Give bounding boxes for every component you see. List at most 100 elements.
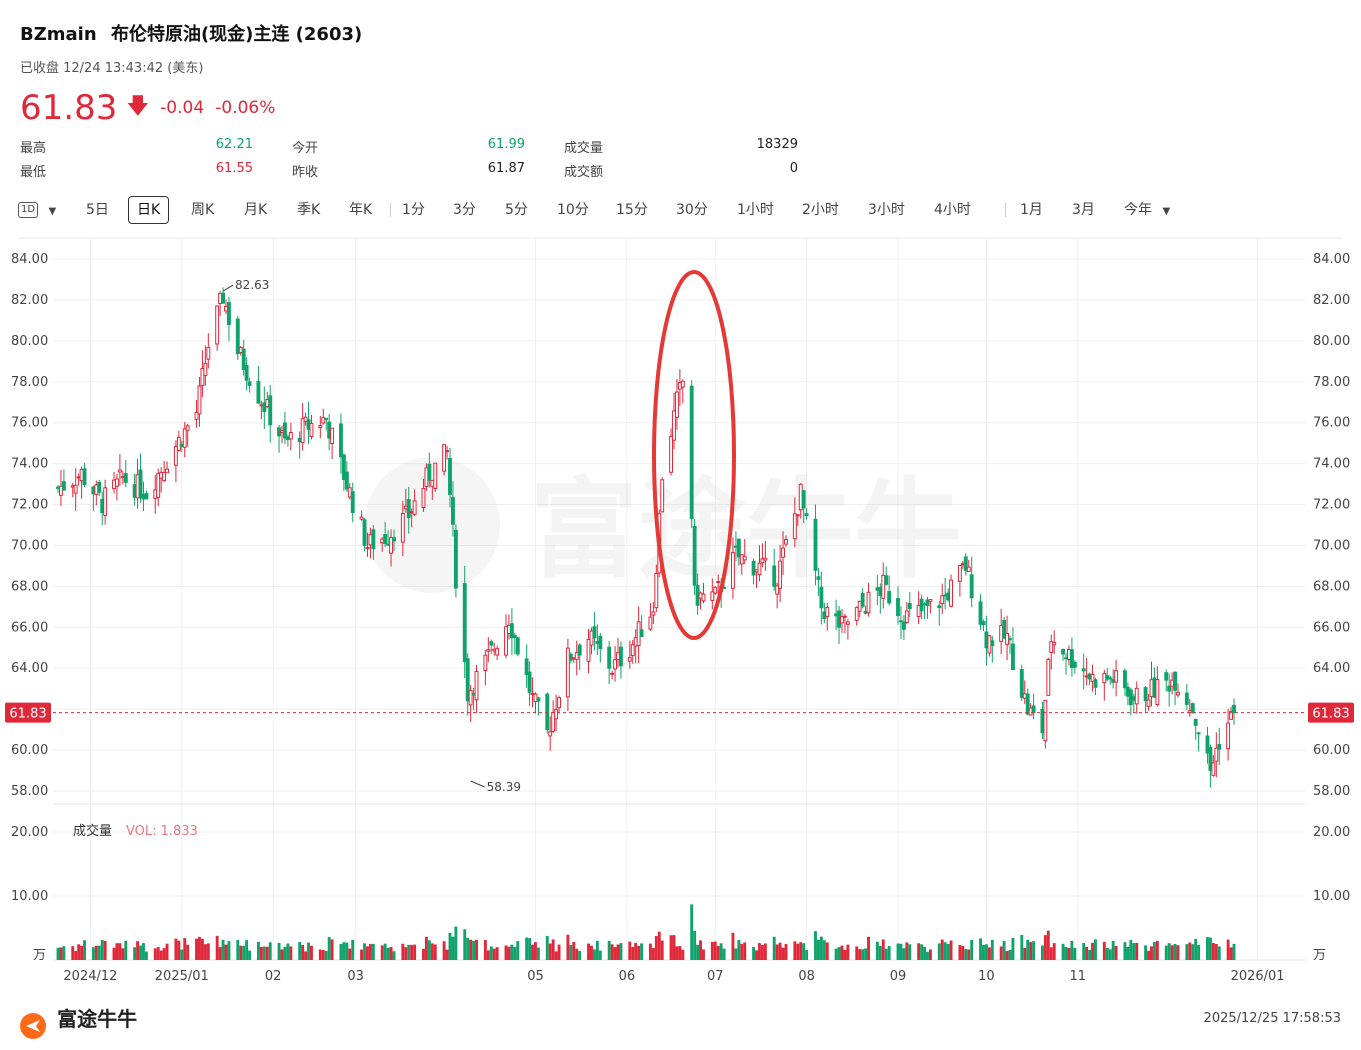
volume-bar <box>569 944 573 960</box>
tab-30min[interactable]: 30分 <box>676 202 708 218</box>
volume-bar <box>442 941 446 960</box>
tab-2hour[interactable]: 2小时 <box>802 202 839 218</box>
candle-body <box>1176 691 1180 696</box>
volume-bar <box>551 939 555 960</box>
volume-bar <box>908 944 912 960</box>
volume-bar <box>1029 942 1033 960</box>
price-tick-label: 82.00 <box>1313 293 1350 308</box>
candle-body <box>816 576 821 580</box>
candle-body <box>598 635 603 650</box>
volume-bar <box>884 948 888 960</box>
volume-bar <box>422 948 425 960</box>
candle-body <box>607 646 612 669</box>
volume-bar <box>805 950 809 960</box>
volume-bar <box>834 948 838 960</box>
tab-1month[interactable]: 1月 <box>1020 202 1043 218</box>
date-tick-label: 07 <box>707 969 724 984</box>
tab-5min[interactable]: 5分 <box>505 202 528 218</box>
tab-monthly-k[interactable]: 月K <box>244 202 268 218</box>
volume-bar <box>572 941 576 960</box>
candle-body <box>784 539 788 545</box>
candle-body <box>162 471 167 482</box>
volume-bar <box>899 943 903 960</box>
volume-bar <box>424 936 428 960</box>
candle-body <box>595 640 600 644</box>
candle-body <box>1125 686 1130 697</box>
candle-body <box>430 479 435 487</box>
tab-weekly-k[interactable]: 周K <box>191 202 215 218</box>
volume-bar <box>466 937 470 960</box>
volume-bar <box>778 942 782 960</box>
candle-body <box>61 481 66 491</box>
candle-body <box>613 659 617 670</box>
volume-bar <box>256 941 260 960</box>
volume-bar <box>1032 941 1036 960</box>
candle-body <box>1081 668 1086 672</box>
toolbar-divider <box>1005 203 1006 217</box>
volume-bar <box>1108 949 1112 960</box>
volume-bar <box>607 940 611 960</box>
volume-bar <box>690 904 694 960</box>
stat-label-low: 最低 <box>20 165 47 180</box>
candle-body <box>1108 677 1113 680</box>
volume-bar <box>784 943 788 960</box>
volume-bar <box>864 948 868 960</box>
candle-body <box>1072 661 1077 668</box>
volume-bar <box>324 950 328 960</box>
candle-body <box>925 599 930 607</box>
volume-bar <box>268 942 272 960</box>
tab-4hour[interactable]: 4小时 <box>934 202 971 218</box>
tab-1min[interactable]: 1分 <box>402 202 425 218</box>
candle-body <box>999 625 1004 642</box>
date-tick-label: 03 <box>347 969 364 984</box>
candle-body <box>536 697 541 702</box>
candle-body <box>371 529 376 550</box>
candlestick-chart[interactable]: 富途牛牛 84.00 82.00 80.00 78.00 76.00 74.00 72.00… <box>0 232 1361 994</box>
volume-bar <box>531 944 534 960</box>
tab-ytd[interactable]: 今年 ▼ <box>1124 196 1170 224</box>
price-tick-label: 82.00 <box>11 293 48 308</box>
volume-bar <box>1091 942 1094 960</box>
stat-label-high: 最高 <box>20 141 47 156</box>
tab-3min[interactable]: 3分 <box>453 202 476 218</box>
volume-bar <box>1232 943 1236 960</box>
candle-body <box>283 422 287 439</box>
candle-body <box>822 611 827 620</box>
volume-bar <box>822 940 826 960</box>
volume-bar <box>1129 940 1133 960</box>
tab-daily-k[interactable]: 日K <box>128 196 170 224</box>
candle-body <box>792 513 797 540</box>
candle-body <box>144 493 149 500</box>
candle-body <box>1217 744 1222 750</box>
tab-3month[interactable]: 3月 <box>1072 202 1095 218</box>
tab-15min[interactable]: 15分 <box>616 202 648 218</box>
tab-1hour[interactable]: 1小时 <box>737 202 774 218</box>
tab-yearly-k[interactable]: 年K <box>349 202 373 218</box>
period-selector[interactable]: 1D ▼ <box>18 196 56 224</box>
tab-quarterly-k[interactable]: 季K <box>297 202 321 218</box>
candle-body <box>940 595 945 605</box>
tab-10min[interactable]: 10分 <box>557 202 589 218</box>
volume-bar <box>548 943 552 960</box>
candle-body <box>471 693 476 696</box>
candle-body <box>507 624 511 634</box>
tab-3hour[interactable]: 3小时 <box>868 202 905 218</box>
price-tick-label: 58.00 <box>11 784 48 799</box>
volume-bar <box>142 943 145 960</box>
candle-body <box>324 417 329 420</box>
volume-bar <box>610 944 614 960</box>
volume-bar <box>433 944 437 960</box>
tab-5day[interactable]: 5日 <box>86 202 109 218</box>
volume-bar <box>124 940 128 960</box>
candle-body <box>224 306 228 312</box>
tab-ytd-label: 今年 <box>1124 202 1152 218</box>
candle-body <box>633 637 638 647</box>
volume-bar <box>339 944 343 960</box>
volume-bar <box>203 944 207 960</box>
candle-body <box>132 484 137 498</box>
price-axis-left: 84.00 82.00 80.00 78.00 76.00 74.00 72.00 70.00… <box>11 252 48 799</box>
candle-body <box>1093 679 1098 688</box>
candle-body <box>533 693 538 703</box>
volume-bar <box>62 946 66 960</box>
volume-bar <box>1150 946 1153 960</box>
